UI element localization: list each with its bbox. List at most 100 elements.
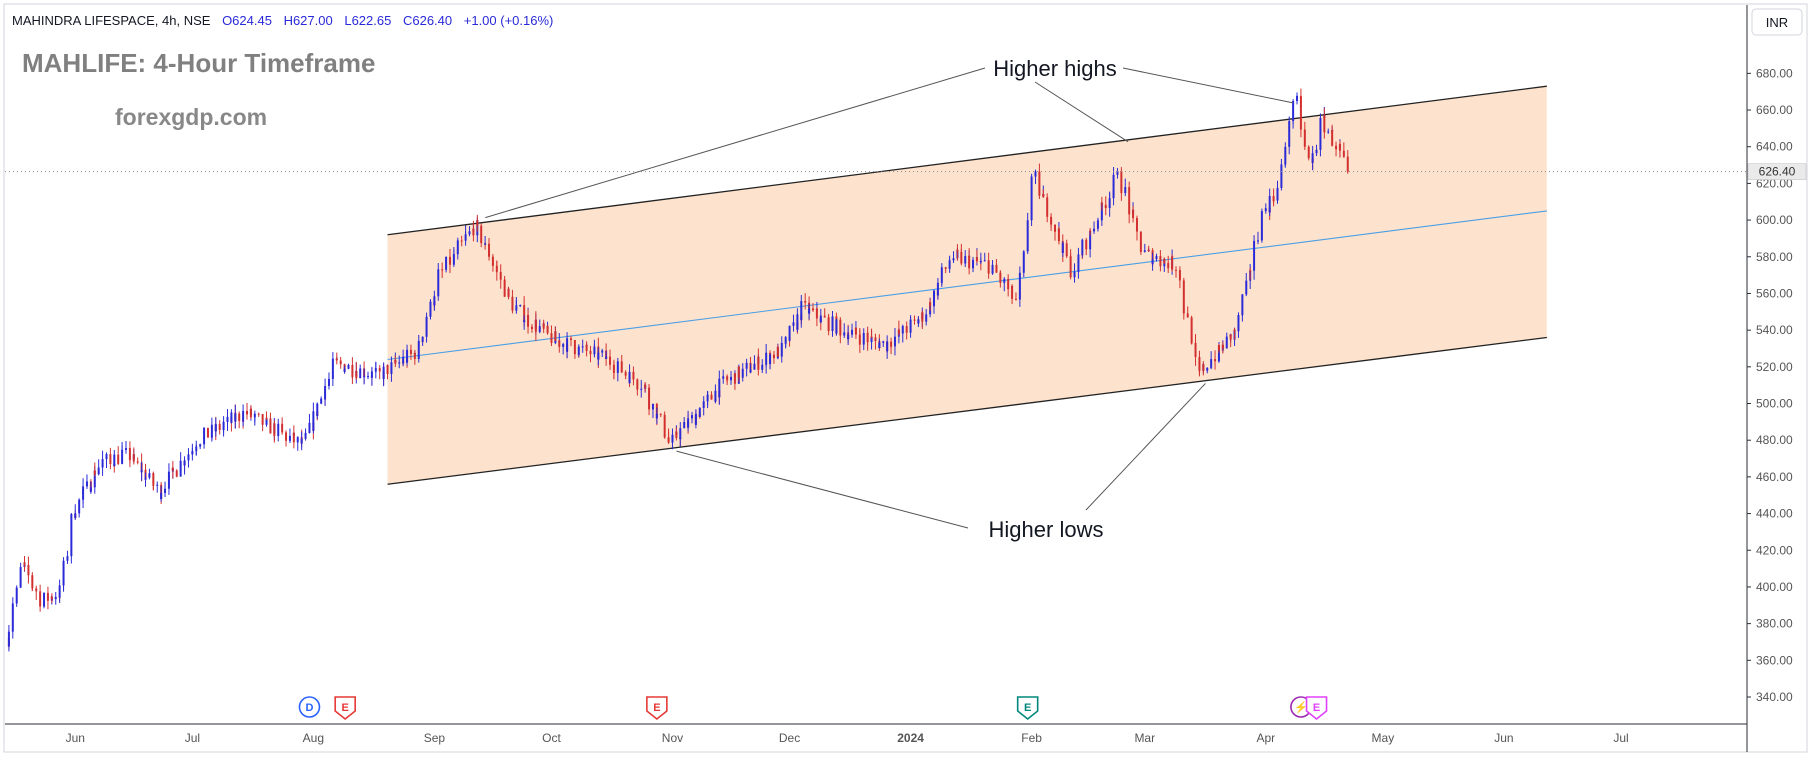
- candle: [304, 431, 307, 438]
- time-tick-label: May: [1372, 731, 1395, 745]
- candle-body: [484, 243, 487, 245]
- candle-body: [441, 269, 444, 271]
- candle: [1061, 241, 1064, 257]
- candle-body: [1311, 153, 1314, 163]
- candle-body: [1065, 243, 1068, 257]
- candle-body: [140, 469, 143, 473]
- candle: [511, 289, 514, 314]
- time-tick: Jul: [1613, 731, 1628, 745]
- candle-body: [1046, 197, 1049, 217]
- candle: [398, 355, 401, 369]
- candle-body: [917, 319, 920, 324]
- candle-body: [1182, 280, 1185, 299]
- candle: [277, 418, 280, 442]
- candle: [737, 366, 740, 382]
- candle: [733, 372, 736, 390]
- candle-body: [452, 254, 455, 265]
- candle: [382, 362, 385, 387]
- candle: [530, 324, 533, 333]
- candle-body: [651, 403, 654, 410]
- candle: [968, 248, 971, 275]
- candle: [1190, 335, 1193, 345]
- candle: [550, 325, 553, 347]
- candle-body: [921, 312, 924, 322]
- candle-body: [288, 435, 291, 441]
- candle: [31, 581, 34, 592]
- candle: [1077, 247, 1080, 257]
- candle: [999, 271, 1002, 288]
- candle: [136, 457, 139, 465]
- time-tick-label: Apr: [1256, 731, 1275, 745]
- candle-body: [1139, 246, 1142, 253]
- candle-body: [659, 413, 662, 415]
- candle-body: [1104, 204, 1107, 209]
- candle: [19, 562, 22, 587]
- candle: [761, 359, 764, 373]
- candle-body: [58, 585, 61, 598]
- candle-body: [386, 364, 389, 374]
- candle: [1178, 271, 1181, 289]
- candle: [1050, 219, 1053, 232]
- candle: [175, 469, 178, 478]
- candle-body: [300, 438, 303, 444]
- candle: [823, 308, 826, 318]
- candle: [1272, 198, 1275, 207]
- candle-body: [624, 373, 627, 376]
- candle-body: [351, 376, 354, 378]
- candle-body: [663, 414, 666, 433]
- time-tick: Oct: [542, 731, 561, 745]
- candle-body: [972, 259, 975, 269]
- candle: [425, 312, 428, 327]
- candle-body: [671, 434, 674, 443]
- candle-body: [1198, 370, 1201, 372]
- candle-body: [171, 467, 174, 471]
- candle: [858, 329, 861, 353]
- candle-body: [1128, 187, 1131, 199]
- candle: [663, 432, 666, 439]
- candle-body: [425, 325, 428, 337]
- candle: [851, 323, 854, 338]
- candle: [85, 474, 88, 489]
- last-price-label: 626.40: [1759, 165, 1796, 179]
- candle: [714, 384, 717, 404]
- candle-body: [628, 371, 631, 384]
- candle: [1214, 350, 1217, 370]
- candle: [1151, 252, 1154, 271]
- annotation-higher-lows: Higher lows: [989, 517, 1104, 542]
- channel-mid-line: [387, 210, 1547, 361]
- candle-body: [1280, 164, 1283, 183]
- currency-button[interactable]: [1751, 8, 1803, 36]
- candle-body: [105, 454, 108, 460]
- candle: [488, 238, 491, 261]
- candle: [171, 461, 174, 479]
- candle-body: [1315, 149, 1318, 154]
- candle: [89, 481, 92, 494]
- candle-body: [952, 258, 955, 261]
- candle: [70, 512, 73, 547]
- candle: [862, 328, 865, 351]
- candle: [351, 369, 354, 380]
- event-marker: E: [646, 696, 668, 721]
- candle-body: [843, 332, 846, 336]
- time-tick: Sep: [424, 731, 446, 745]
- price-tick-label: 580.00: [1756, 250, 1793, 264]
- higher-lows-pointer: [1085, 383, 1206, 511]
- candlesticks: [7, 88, 1349, 652]
- event-marker-symbol: ⚡: [1294, 701, 1308, 714]
- candle-body: [292, 432, 295, 443]
- candle-body: [179, 472, 182, 477]
- candle: [995, 259, 998, 273]
- currency-button-label: INR: [1766, 15, 1788, 30]
- candle-body: [944, 267, 947, 269]
- candle: [257, 412, 260, 417]
- candle: [296, 436, 299, 451]
- candle-body: [882, 341, 885, 343]
- candle-body: [1100, 202, 1103, 221]
- candle: [1194, 334, 1197, 366]
- candle: [1104, 196, 1107, 216]
- candle-body: [355, 370, 358, 379]
- candle: [538, 319, 541, 334]
- candle-body: [238, 413, 241, 421]
- candle-body: [819, 315, 822, 323]
